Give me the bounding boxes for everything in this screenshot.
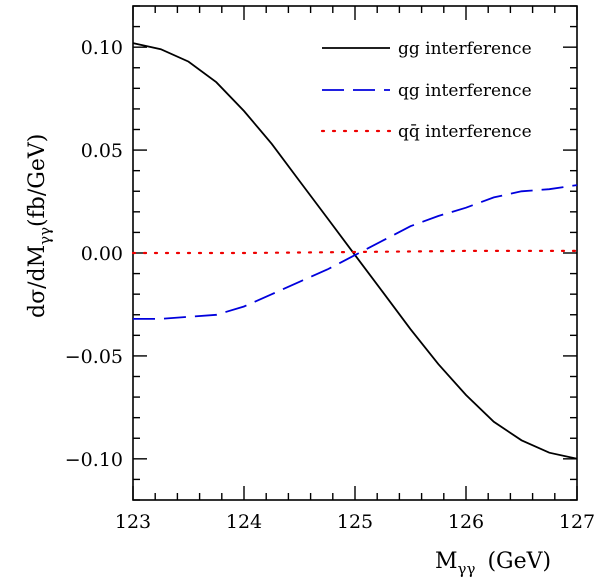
x-tick-label: 125 (337, 511, 373, 533)
y-tick-label: −0.10 (65, 449, 123, 471)
x-tick-label: 126 (448, 511, 484, 533)
x-axis-title-unit: (GeV) (487, 549, 551, 574)
series-line-3 (131, 249, 579, 255)
legend-label-1: gg interference (398, 39, 532, 59)
series-line-2 (133, 184, 578, 320)
axis-tick-labels: 123 124 125 126 127 −0.10 −0.05 0.00 0.05 0.10 (65, 37, 595, 533)
y-axis-title: dσ/dMγγ(fb/GeV) (25, 134, 54, 318)
legend: gg interference qg interference qq̄ interf… (320, 39, 532, 142)
y-tick-label: 0.10 (81, 37, 123, 59)
y-tick-label: 0.00 (81, 243, 123, 265)
x-tick-label: 123 (115, 511, 151, 533)
y-axis-title-sub: γγ (36, 227, 54, 245)
legend-label-2: qg interference (398, 81, 532, 101)
x-axis-title-sub: γγ (458, 560, 476, 578)
x-tick-label: 127 (559, 511, 595, 533)
y-tick-label: −0.05 (65, 346, 123, 368)
x-axis-title-main: M (435, 549, 458, 574)
legend-label-3: qq̄ interference (398, 122, 532, 142)
y-tick-label: 0.05 (81, 140, 123, 162)
y-axis-title-unit: (fb/GeV) (25, 134, 50, 227)
x-tick-label: 124 (226, 511, 262, 533)
y-axis-title-main: dσ/dM (25, 245, 50, 318)
x-axis-title: Mγγ (GeV) (435, 549, 551, 578)
axis-ticks (132, 5, 578, 501)
series-layer (131, 42, 579, 460)
